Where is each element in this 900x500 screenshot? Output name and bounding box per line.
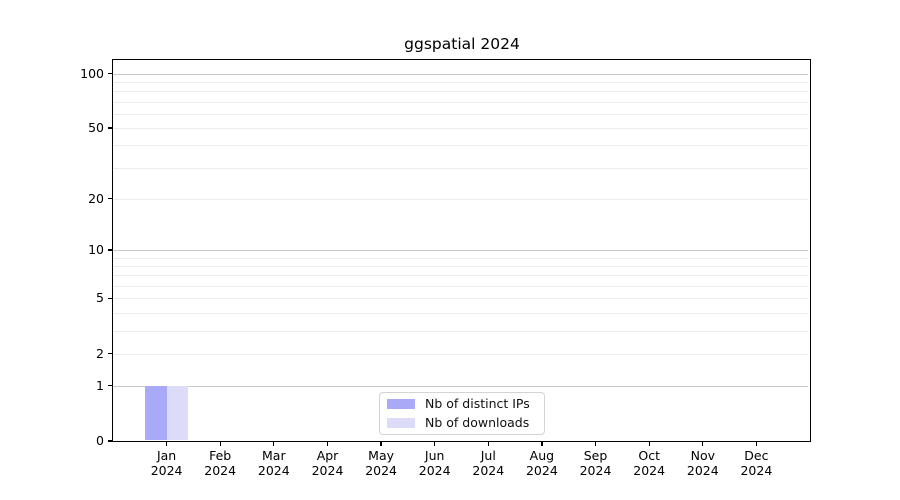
x-axis-tick: [273, 441, 275, 446]
y-minor-gridline: [113, 257, 808, 259]
y-minor-gridline: [113, 330, 808, 332]
x-axis-tick: [702, 441, 704, 446]
x-tick-label: Jun 2024: [418, 448, 451, 478]
y-axis-tick: [107, 440, 113, 442]
y-minor-gridline: [113, 353, 808, 355]
y-tick-label: 2: [96, 345, 104, 361]
y-axis-tick: [107, 249, 113, 251]
y-minor-gridline: [113, 101, 808, 103]
x-axis-tick: [541, 441, 543, 446]
y-minor-gridline: [113, 128, 808, 129]
y-tick-label: 50: [88, 120, 104, 135]
x-tick-label: Nov 2024: [686, 448, 719, 478]
legend-swatch: [387, 417, 415, 428]
x-axis-tick: [165, 441, 168, 446]
x-tick-label: Oct 2024: [633, 448, 666, 478]
y-axis-tick: [107, 385, 113, 387]
y-minor-gridline: [113, 286, 808, 288]
chart-title: ggspatial 2024: [404, 35, 520, 53]
y-tick-label: 100: [80, 65, 104, 81]
y-minor-gridline: [113, 266, 808, 268]
y-minor-gridline: [113, 113, 808, 115]
y-axis-tick: [107, 127, 113, 129]
x-axis-tick: [434, 441, 436, 446]
x-tick-label: Jul 2024: [472, 448, 505, 478]
y-minor-gridline: [113, 167, 808, 169]
x-axis-tick: [594, 441, 597, 446]
x-tick-label: Sep 2024: [579, 448, 612, 478]
bar-distinct-ips: [145, 385, 167, 441]
y-axis-tick: [107, 197, 113, 200]
x-tick-label: Mar 2024: [257, 448, 290, 478]
y-tick-label: 0: [96, 433, 104, 448]
x-axis-tick: [326, 441, 329, 446]
y-tick-label: 5: [96, 290, 104, 306]
legend-item: Nb of downloads: [387, 414, 544, 430]
x-axis-tick: [487, 441, 489, 446]
y-major-gridline: [113, 73, 808, 75]
legend: Nb of distinct IPs Nb of downloads: [379, 392, 545, 435]
x-axis-tick: [648, 441, 650, 446]
y-major-gridline: [113, 250, 808, 252]
x-tick-label: Aug 2024: [525, 448, 558, 478]
bar-downloads: [166, 385, 189, 441]
y-minor-gridline: [113, 198, 808, 200]
x-axis-tick: [755, 441, 758, 446]
y-axis-tick: [107, 297, 113, 299]
y-tick-label: 10: [88, 242, 104, 258]
y-axis-tick: [107, 72, 113, 75]
x-tick-label: Dec 2024: [740, 448, 773, 478]
legend-label: Nb of distinct IPs: [425, 396, 530, 412]
y-axis-tick: [107, 352, 113, 355]
y-tick-label: 1: [96, 377, 104, 393]
y-tick-label: 20: [88, 190, 104, 206]
x-tick-label: Jan 2024: [150, 448, 183, 478]
x-axis-tick: [380, 441, 382, 446]
y-minor-gridline: [113, 298, 808, 300]
x-tick-label: Feb 2024: [204, 448, 237, 478]
x-tick-label: Apr 2024: [311, 448, 344, 478]
y-minor-gridline: [113, 145, 808, 147]
y-minor-gridline: [113, 81, 808, 83]
y-minor-gridline: [113, 275, 808, 277]
y-minor-gridline: [113, 91, 808, 93]
legend-label: Nb of downloads: [425, 414, 530, 430]
x-axis-tick: [219, 441, 221, 446]
legend-swatch: [387, 399, 415, 410]
y-major-gridline: [113, 385, 808, 387]
x-tick-label: May 2024: [365, 448, 397, 478]
y-minor-gridline: [113, 312, 808, 314]
legend-item: Nb of distinct IPs: [387, 397, 544, 411]
